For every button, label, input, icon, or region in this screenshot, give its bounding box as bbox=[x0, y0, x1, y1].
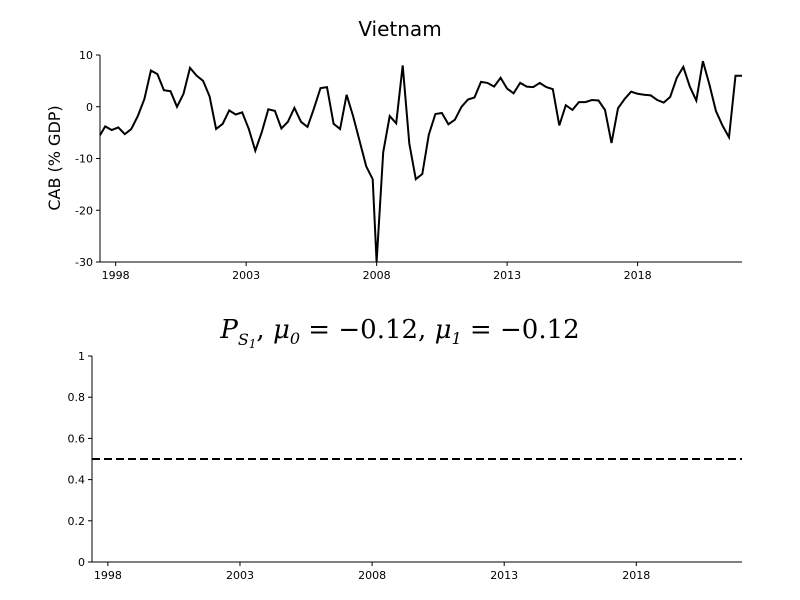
probability-chart: PS1, μ0 = −0.12, μ1 = −0.12 0 0.2 0.4 0.6 0.… bbox=[68, 315, 742, 582]
cab-chart-xtick-label: 2013 bbox=[493, 269, 521, 282]
cab-chart-ytick-label: -10 bbox=[75, 153, 93, 166]
probability-chart-ytick-label: 0.6 bbox=[68, 432, 86, 445]
cab-chart: Vietnam CAB (% GDP) -30 -20 -10 0 10 1998 200… bbox=[45, 17, 742, 282]
cab-chart-ylabel: CAB (% GDP) bbox=[45, 105, 64, 210]
probability-chart-ytick-label: 1 bbox=[78, 350, 85, 363]
cab-chart-xtick-label: 2003 bbox=[232, 269, 260, 282]
probability-chart-ytick-label: 0.8 bbox=[68, 391, 86, 404]
probability-chart-title: PS1, μ0 = −0.12, μ1 = −0.12 bbox=[219, 315, 579, 351]
cab-chart-ytick-label: 0 bbox=[86, 101, 93, 114]
cab-chart-title: Vietnam bbox=[358, 17, 441, 41]
probability-chart-ytick-label: 0 bbox=[78, 556, 85, 569]
probability-chart-xtick-label: 2018 bbox=[622, 569, 650, 582]
probability-chart-ytick-label: 0.2 bbox=[68, 515, 86, 528]
probability-chart-xtick-label: 2003 bbox=[226, 569, 254, 582]
probability-chart-ytick-label: 0.4 bbox=[68, 474, 86, 487]
cab-chart-xtick-label: 2018 bbox=[624, 269, 652, 282]
cab-chart-ytick-label: 10 bbox=[79, 49, 93, 62]
cab-chart-xtick-label: 2008 bbox=[363, 269, 391, 282]
probability-chart-xtick-label: 2013 bbox=[490, 569, 518, 582]
cab-chart-ytick-label: -30 bbox=[75, 256, 93, 269]
probability-chart-xtick-label: 1998 bbox=[94, 569, 122, 582]
cab-series-line bbox=[99, 60, 742, 263]
cab-chart-ytick-label: -20 bbox=[75, 204, 93, 217]
cab-chart-xtick-label: 1998 bbox=[102, 269, 130, 282]
probability-chart-xtick-label: 2008 bbox=[358, 569, 386, 582]
